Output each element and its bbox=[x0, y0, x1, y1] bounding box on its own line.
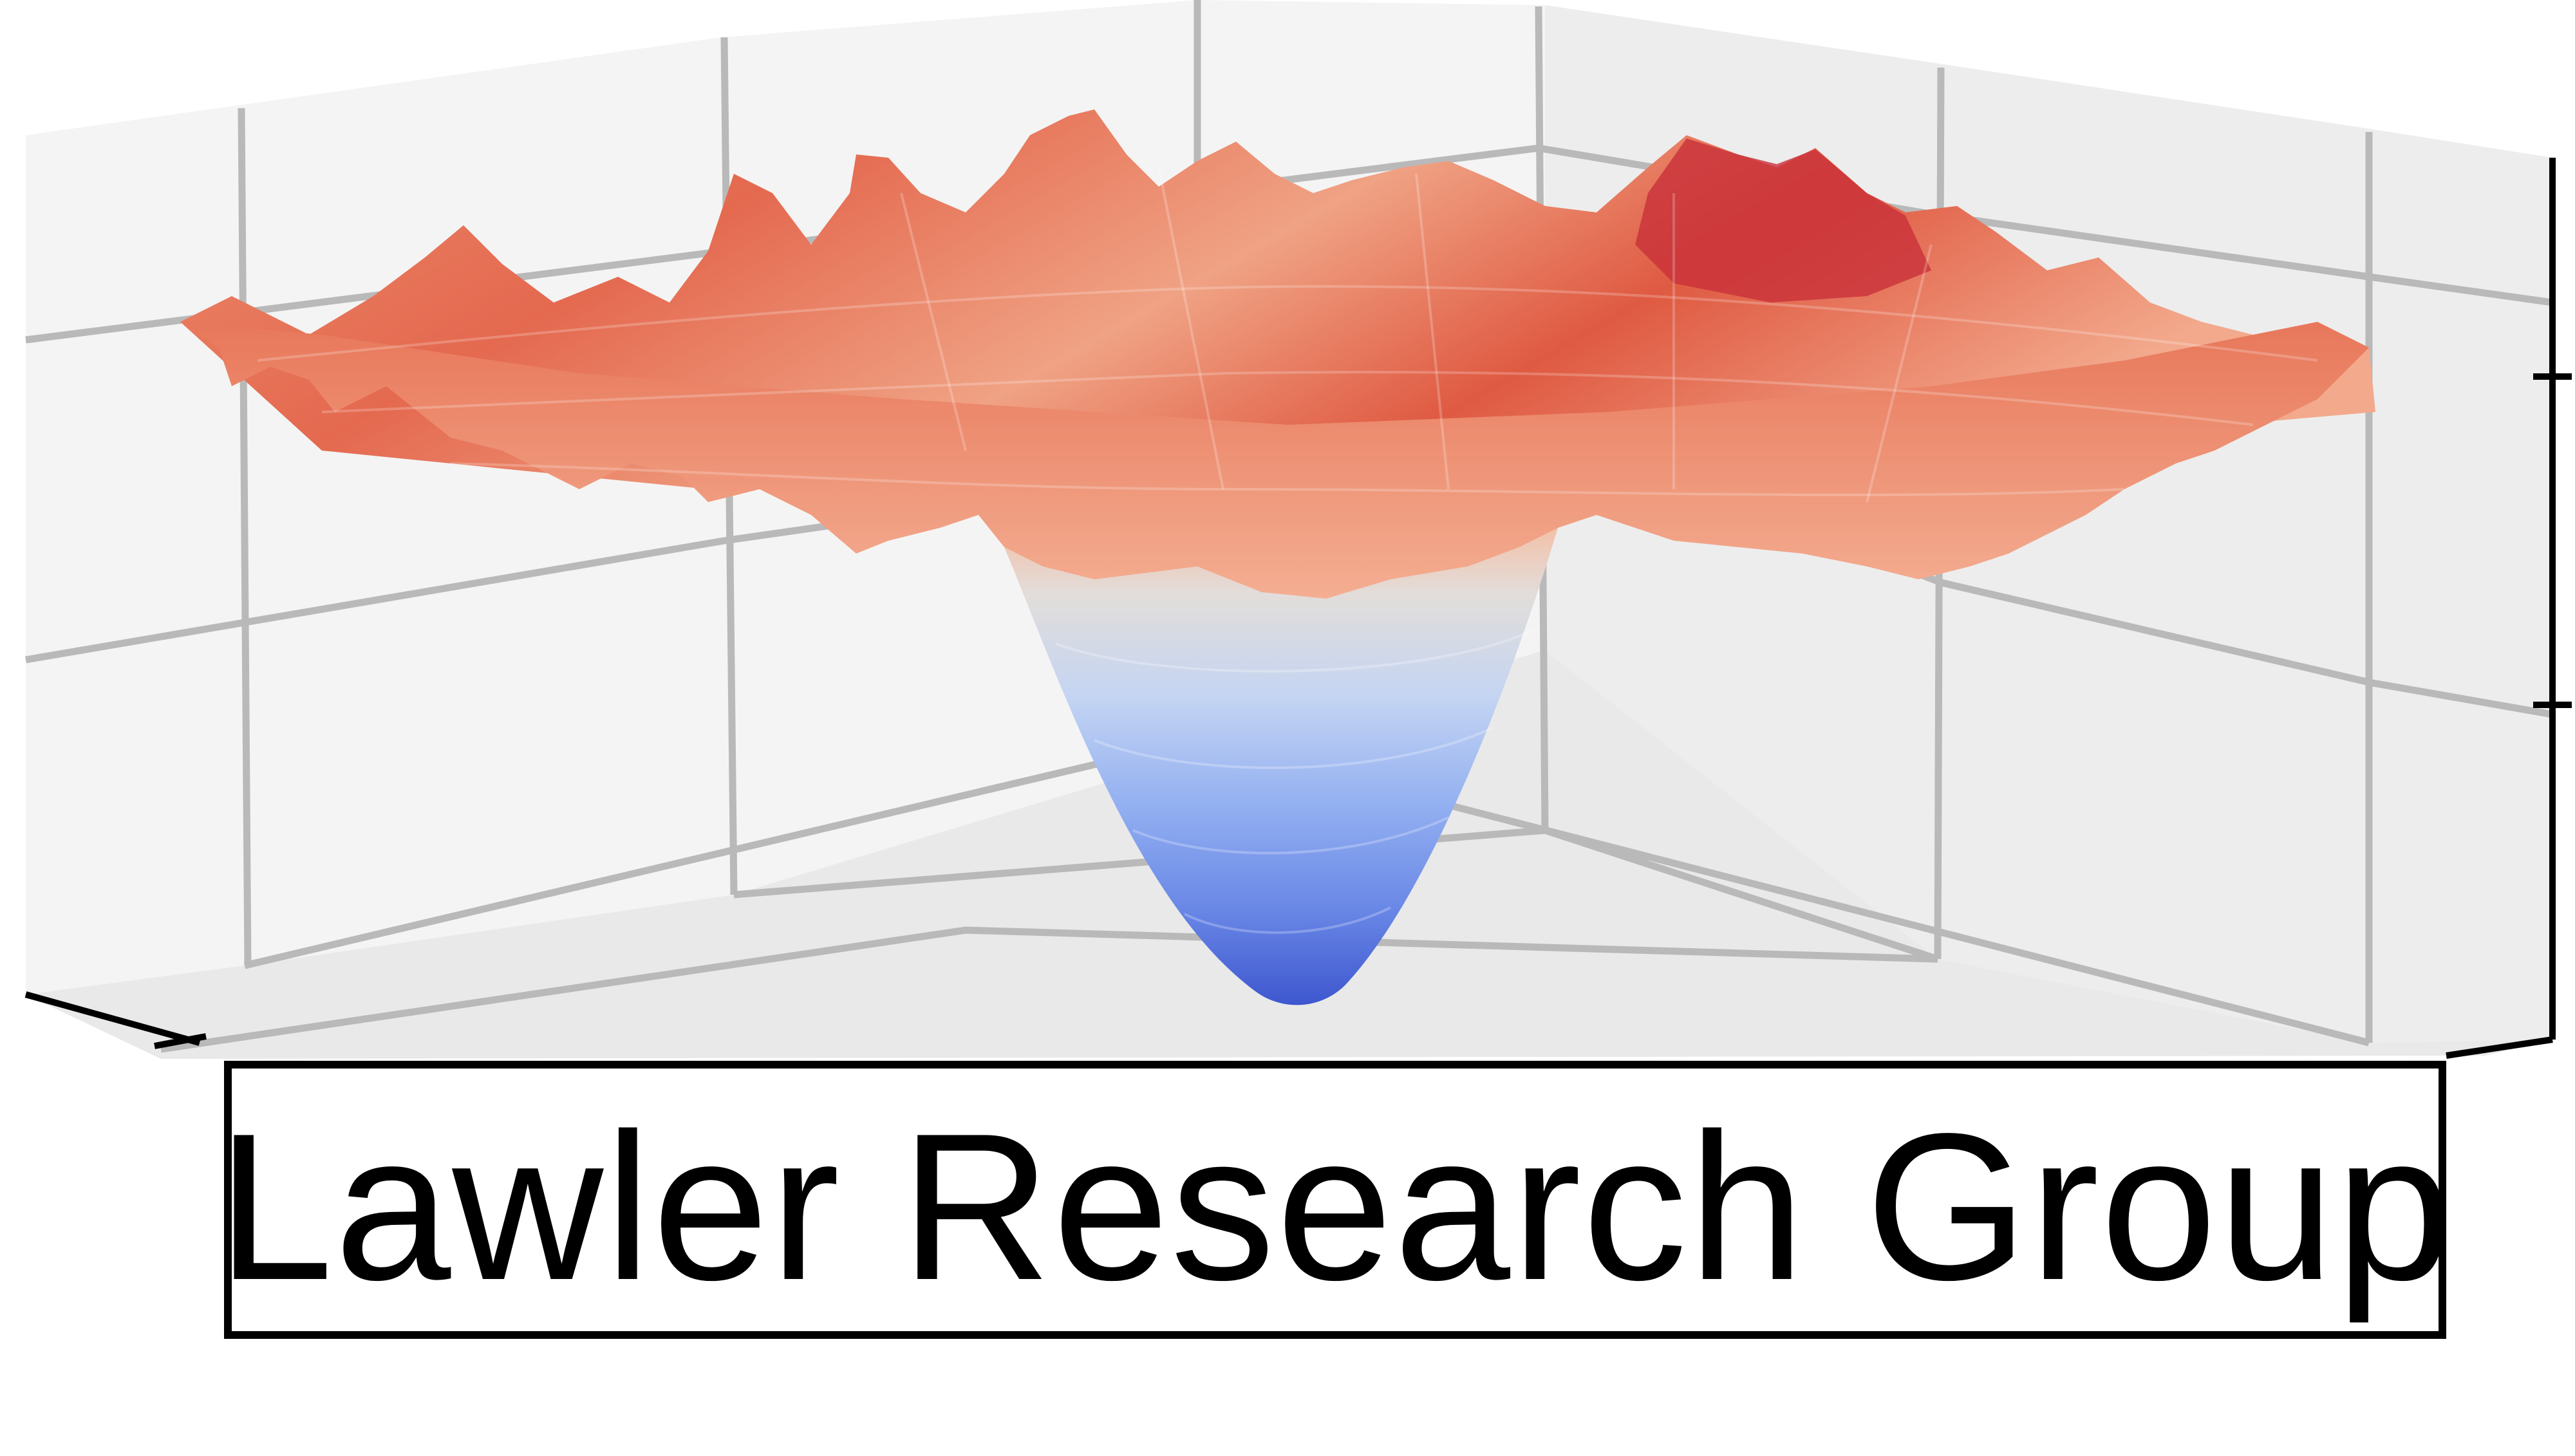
x-axis-line bbox=[24, 991, 201, 1046]
surface-peak-dark bbox=[1635, 138, 1931, 303]
y-axis-line bbox=[2446, 1036, 2553, 1059]
surface-well-facets bbox=[1055, 630, 1533, 934]
3d-surface-plot-graphic bbox=[24, 0, 2572, 1059]
group-name-box: Lawler Research Group bbox=[217, 1061, 2452, 1339]
surface-mesh-lines bbox=[257, 167, 2318, 503]
plot-axes bbox=[24, 158, 2572, 1059]
surface-front bbox=[180, 322, 2369, 599]
surface-well bbox=[1004, 528, 1558, 1005]
group-name: Lawler Research Group bbox=[216, 1089, 2454, 1323]
x-axis-tick bbox=[154, 1033, 207, 1049]
